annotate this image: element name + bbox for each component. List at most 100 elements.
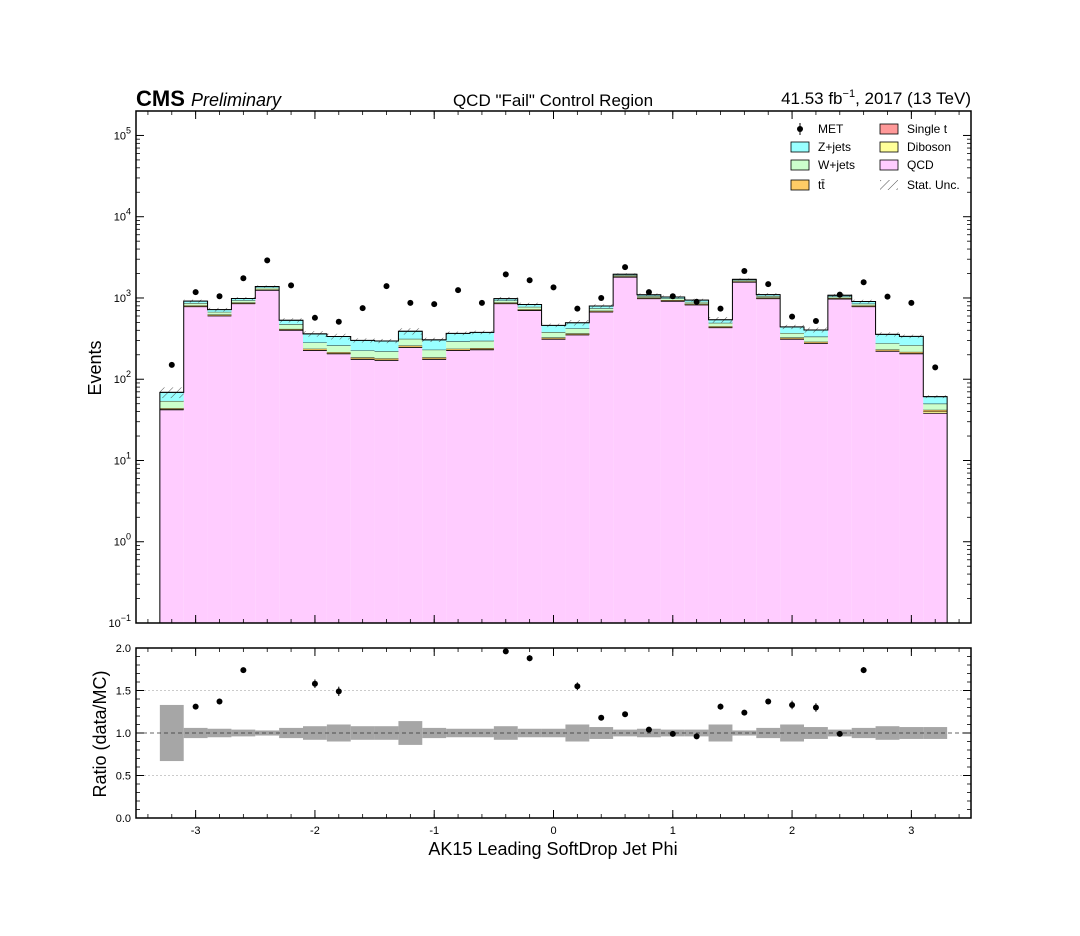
ratio-point — [789, 701, 796, 708]
bar-qcd — [279, 330, 303, 623]
bar-wjets — [493, 300, 518, 303]
bar-qcd — [660, 301, 685, 623]
ratio-point — [717, 703, 724, 710]
data-point — [550, 284, 557, 291]
bar-qcd — [708, 327, 733, 623]
x-tick-label: -1 — [429, 825, 439, 837]
legend-stat-unc-swatch — [880, 180, 898, 190]
x-tick-label: 0 — [550, 825, 556, 837]
data-point — [502, 271, 509, 278]
ratio-point — [574, 683, 581, 690]
bar-zjets — [804, 329, 828, 337]
data-point — [264, 257, 271, 264]
ratio-point — [598, 714, 605, 721]
bar-qcd — [565, 335, 590, 623]
bar-diboson — [923, 411, 948, 413]
ratio-unc-bin — [541, 728, 566, 738]
x-tick-label: -2 — [310, 825, 320, 837]
bar-tt — [350, 357, 375, 359]
data-point — [765, 281, 772, 288]
bar-tt — [303, 348, 327, 350]
ratio-point — [836, 730, 843, 737]
legend-swatch — [790, 159, 810, 171]
bar-qcd — [899, 353, 924, 623]
bar-wjets — [613, 275, 637, 277]
bar-qcd — [303, 350, 327, 623]
legend-label: Stat. Unc. — [907, 178, 960, 192]
bar-tt — [398, 345, 423, 347]
stack-outline-path — [159, 273, 948, 623]
legend-label: Single t — [907, 122, 948, 136]
bar-zjets — [875, 334, 900, 344]
bar-qcd — [756, 298, 781, 623]
bar-tt — [708, 326, 733, 328]
ratio-unc-bin — [207, 728, 232, 738]
bar-qcd — [517, 310, 542, 623]
x-axis-title: AK15 Leading SoftDrop Jet Phi — [428, 839, 677, 859]
ratio-uncertainty-band — [136, 704, 971, 762]
bar-wjets — [255, 287, 280, 290]
data-point — [383, 283, 390, 290]
bar-tt — [875, 349, 900, 351]
legend-met-marker — [797, 126, 803, 132]
legend-label: tt̄ — [818, 178, 825, 192]
y-axis-title-ratio: Ratio (data/MC) — [90, 670, 110, 797]
data-point — [622, 264, 629, 271]
ratio-unc-bin — [899, 727, 924, 739]
lumi-label: 41.53 fb−1, 2017 (13 TeV) — [781, 88, 971, 108]
ratio-y-tick-label: 1.0 — [116, 728, 131, 740]
ratio-point — [645, 726, 652, 733]
bar-zjets — [923, 396, 948, 404]
data-point — [526, 277, 533, 284]
data-point — [812, 318, 819, 325]
bar-wjets — [565, 328, 590, 334]
bar-wjets — [470, 340, 494, 349]
ratio-unc-bin — [493, 726, 518, 740]
data-point — [335, 318, 342, 325]
data-point — [431, 301, 438, 308]
bar-tt — [374, 358, 399, 360]
ratio-point — [335, 688, 342, 695]
bar-tt — [159, 408, 184, 410]
bar-qcd — [637, 298, 661, 623]
bar-qcd — [827, 299, 852, 623]
bar-zjets — [780, 326, 804, 334]
data-point — [741, 267, 748, 274]
ratio-unc-bin — [326, 724, 351, 742]
bar-qcd — [613, 277, 637, 623]
bar-zjets — [398, 331, 423, 339]
legend-label: QCD — [907, 158, 934, 172]
data-points — [168, 257, 939, 371]
bar-qcd — [398, 347, 423, 623]
ratio-point — [526, 655, 533, 662]
bar-wjets — [732, 280, 757, 282]
preliminary-label: Preliminary — [191, 90, 282, 110]
legend-label: Z+jets — [818, 140, 851, 154]
bar-qcd — [231, 303, 256, 623]
data-point — [717, 305, 724, 312]
legend-swatch — [790, 179, 810, 191]
bar-qcd — [732, 282, 757, 623]
legend: MET Z+jets W+jets tt̄ Single t Diboson QCD Stat… — [790, 122, 960, 192]
stack-outline — [159, 273, 948, 623]
bar-zjets — [899, 336, 924, 346]
x-tick-label: 1 — [670, 825, 676, 837]
bar-wjets — [756, 295, 781, 298]
y-tick-label: 100 — [114, 532, 131, 549]
data-point — [216, 293, 223, 300]
plot-title: QCD "Fail" Control Region — [453, 91, 653, 110]
bar-wjets — [350, 350, 375, 358]
data-point — [598, 294, 605, 301]
ratio-unc-bin — [613, 729, 637, 737]
data-point — [168, 361, 175, 368]
legend-label: W+jets — [818, 158, 855, 172]
bar-wjets — [517, 306, 542, 310]
bar-wjets — [398, 338, 423, 346]
legend-label: MET — [818, 122, 844, 136]
bar-wjets — [183, 303, 208, 306]
ratio-grid — [136, 690, 971, 776]
bar-tt — [279, 328, 303, 330]
bar-zjets — [541, 325, 566, 333]
ratio-plot-frame — [135, 647, 972, 819]
